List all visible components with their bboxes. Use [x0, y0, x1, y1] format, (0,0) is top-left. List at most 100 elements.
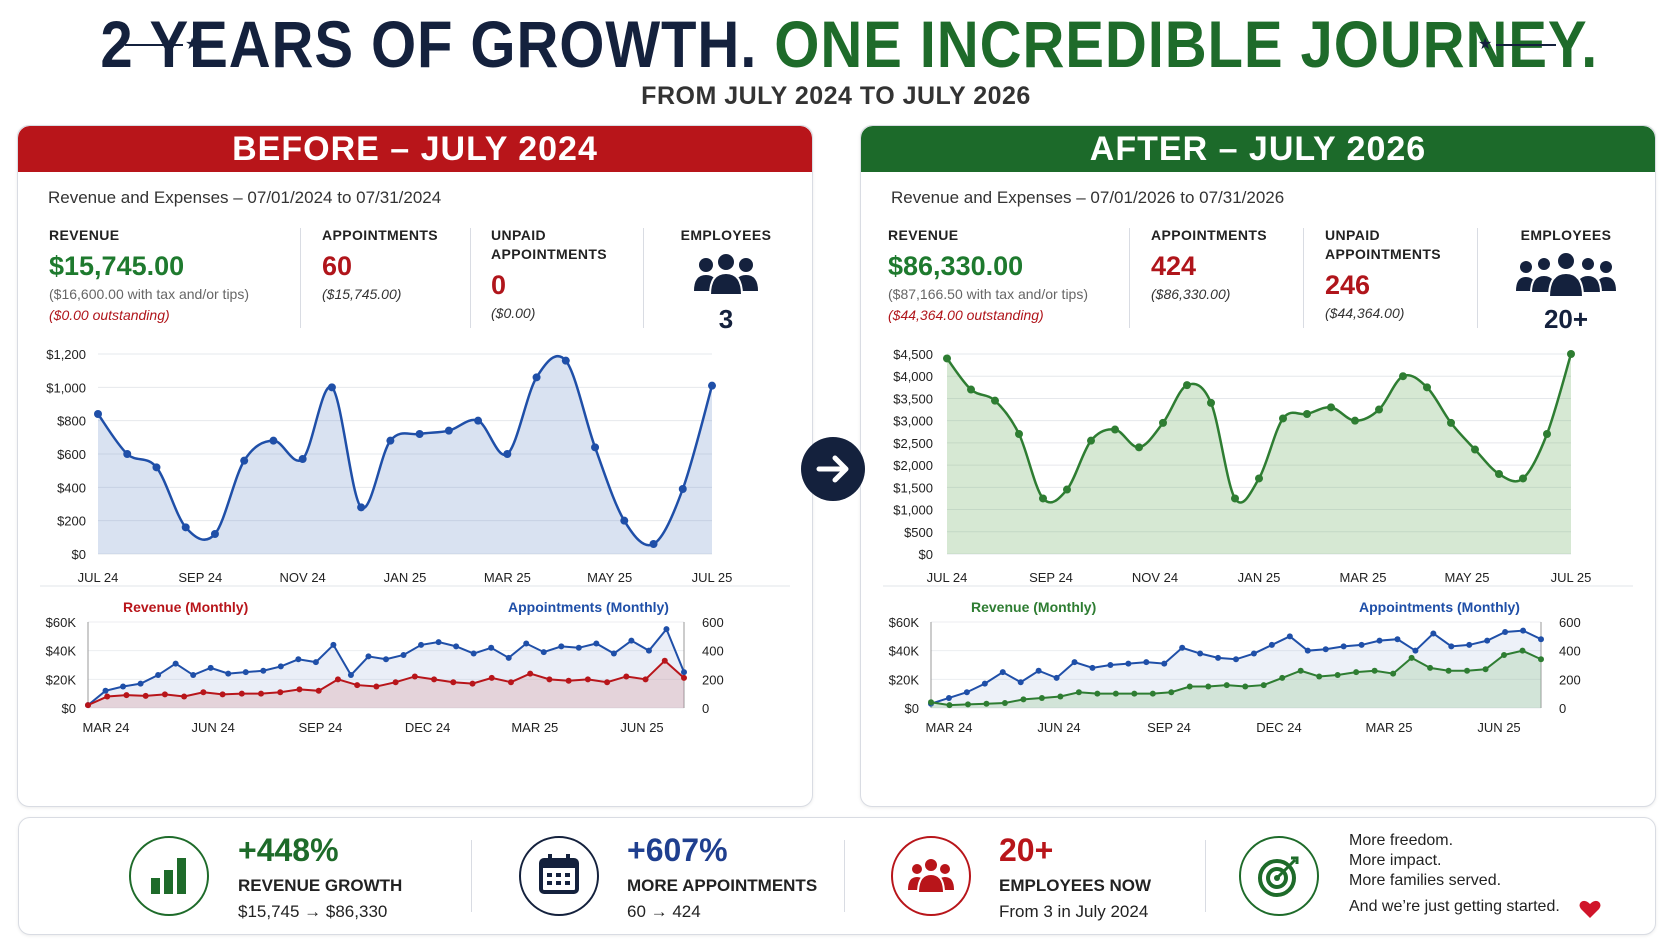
heart-icon [1579, 900, 1601, 918]
data-point [1351, 416, 1359, 425]
revenue-point [1316, 673, 1323, 680]
appointments-point [418, 641, 425, 648]
x-tick-label: JUN 25 [1477, 720, 1520, 735]
left-y-tick-label: $0 [62, 701, 76, 716]
appointments-point [383, 656, 389, 663]
revenue-point [507, 679, 514, 686]
data-point [503, 450, 512, 458]
before-employees-stat: EMPLOYEES 3 [661, 226, 791, 335]
appointments-growth-sub: 60 → 424 [627, 902, 701, 921]
after-charts: $0 $500 $1,000 $1,500 $2,000 $2,500 $3,000 $3,5… [883, 347, 1633, 735]
y-tick-label: $600 [57, 447, 86, 462]
data-point [1519, 474, 1527, 483]
y-tick-label: $400 [57, 480, 86, 495]
appointments-point [400, 651, 407, 658]
unpaid-note: ($44,364.00) [1325, 305, 1405, 321]
divider [300, 228, 301, 328]
revenue-point [1279, 674, 1286, 681]
arrow-right-button[interactable] [801, 437, 865, 501]
revenue-point [623, 673, 630, 680]
appointments-point [1107, 662, 1114, 668]
revenue-point [1149, 690, 1156, 697]
appointments-point [1466, 641, 1473, 648]
growth-label: REVENUE GROWTH [238, 876, 403, 895]
revenue-point [334, 676, 341, 683]
appointments-label: APPOINTMENTS [322, 227, 439, 243]
revenue-value: $86,330.00 [888, 251, 1024, 281]
appointments-point [453, 643, 460, 650]
appointments-point [628, 637, 635, 644]
revenue-point [450, 679, 457, 686]
data-point [240, 456, 249, 465]
closing-line-1: More freedom. [1349, 832, 1454, 849]
data-point [327, 383, 336, 392]
legend-appointments: Appointments (Monthly) [1359, 599, 1520, 615]
appointments-point [1304, 647, 1311, 654]
appointments-label: APPOINTMENTS [1151, 227, 1268, 243]
revenue-point [1334, 672, 1341, 679]
divider [844, 840, 845, 912]
data-point [1015, 430, 1023, 438]
left-y-tick-label: $20K [889, 672, 920, 687]
x-tick-label: SEP 24 [178, 570, 222, 585]
left-y-tick-label: $60K [889, 615, 920, 630]
revenue-area [88, 660, 684, 708]
revenue-point [181, 693, 188, 700]
appointments-point [312, 659, 319, 666]
data-point [357, 503, 366, 512]
divider [1303, 228, 1304, 328]
star-icon: ★ [185, 36, 200, 53]
appointments-point [260, 667, 267, 674]
y-tick-label: $0 [919, 547, 933, 562]
revenue-point [546, 676, 553, 683]
appointments-point [945, 694, 952, 701]
x-tick-label: SEP 24 [1029, 570, 1073, 585]
revenue-point [104, 693, 111, 700]
people-icon [694, 252, 758, 296]
bar-chart-icon [151, 858, 186, 894]
data-point [591, 443, 600, 452]
appointments-value: 424 [1151, 251, 1197, 281]
data-point [708, 381, 716, 390]
appointments-point [1538, 636, 1544, 643]
revenue-point [161, 691, 168, 698]
left-y-tick-label: $40K [46, 644, 77, 659]
revenue-point [1075, 689, 1082, 696]
appointments-point [1197, 650, 1204, 657]
appointments-point [1412, 647, 1419, 654]
x-tick-label: NOV 24 [1132, 570, 1178, 585]
revenue-point [1445, 667, 1452, 674]
x-tick-label: JUN 25 [620, 720, 663, 735]
y-tick-label: $1,500 [893, 480, 933, 495]
appointments-point [575, 644, 582, 651]
data-point [1303, 410, 1311, 418]
appointments-point [242, 669, 249, 676]
before-charts: $0 $200 $400 $600 $800 $1,000 $1,200 JUL 24 SEP … [40, 347, 790, 735]
star-icon: ★ [1478, 36, 1493, 53]
data-point [415, 430, 424, 438]
revenue-point [964, 701, 971, 708]
x-tick-label: MAR 24 [926, 720, 973, 735]
appointments-point [435, 639, 442, 646]
employees-circle [891, 836, 971, 916]
revenue-point [373, 683, 380, 690]
divider [643, 228, 644, 328]
data-point [1135, 443, 1143, 452]
growth-circle [129, 836, 209, 916]
closing-line-4: And we’re just getting started. [1349, 898, 1560, 915]
x-tick-label: JUN 24 [1037, 720, 1080, 735]
appointments-point [225, 670, 232, 677]
appointments-point [470, 650, 477, 657]
revenue-point [983, 700, 990, 707]
x-tick-label: NOV 24 [280, 570, 326, 585]
appointments-point [1484, 637, 1491, 644]
x-tick-label: JUL 25 [1551, 570, 1592, 585]
before-unpaid-stat: UNPAID APPOINTMENTS 0 ($0.00) [491, 226, 607, 321]
after-panel: AFTER – JULY 2026 Revenue and Expenses –… [860, 125, 1656, 807]
revenue-point [1260, 682, 1267, 689]
revenue-point [219, 691, 226, 698]
data-point [1495, 470, 1503, 478]
people-icon [908, 857, 954, 894]
after-unpaid-stat: UNPAID APPOINTMENTS 246 ($44,364.00) [1325, 226, 1441, 321]
right-y-tick-label: 400 [702, 644, 724, 659]
